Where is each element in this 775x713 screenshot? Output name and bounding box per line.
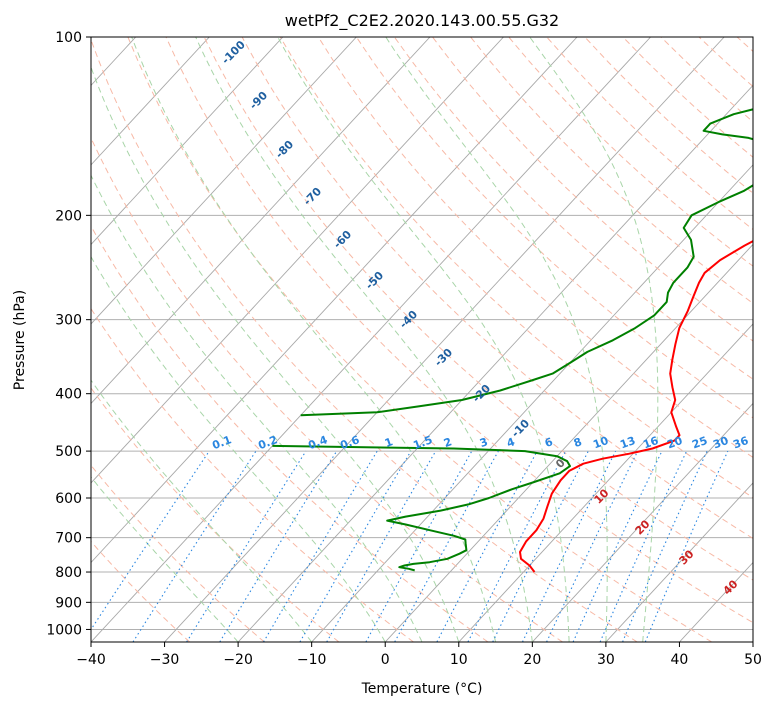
x-axis-label: Temperature (°C) bbox=[361, 681, 483, 697]
x-tick-label: 20 bbox=[523, 652, 541, 668]
y-tick-label: 500 bbox=[55, 444, 82, 460]
y-tick-label: 400 bbox=[55, 387, 82, 403]
x-tick-label: −40 bbox=[76, 652, 106, 668]
x-tick-label: −20 bbox=[223, 652, 253, 668]
y-tick-label: 900 bbox=[55, 595, 82, 611]
x-tick-label: −10 bbox=[297, 652, 327, 668]
x-tick-label: 10 bbox=[450, 652, 468, 668]
y-tick-label: 800 bbox=[55, 565, 82, 581]
x-tick-label: −30 bbox=[150, 652, 180, 668]
x-tick-label: 0 bbox=[381, 652, 390, 668]
x-tick-label: 40 bbox=[671, 652, 689, 668]
y-axis-label: Pressure (hPa) bbox=[12, 290, 28, 390]
chart-title: wetPf2_C2E2.2020.143.00.55.G32 bbox=[285, 11, 559, 31]
y-tick-label: 1000 bbox=[46, 622, 82, 638]
y-tick-label: 700 bbox=[55, 531, 82, 547]
y-tick-label: 200 bbox=[55, 208, 82, 224]
y-tick-label: 300 bbox=[55, 313, 82, 329]
x-tick-label: 50 bbox=[744, 652, 762, 668]
y-tick-label: 600 bbox=[55, 491, 82, 507]
y-tick-label: 100 bbox=[55, 30, 82, 46]
x-tick-label: 30 bbox=[597, 652, 615, 668]
